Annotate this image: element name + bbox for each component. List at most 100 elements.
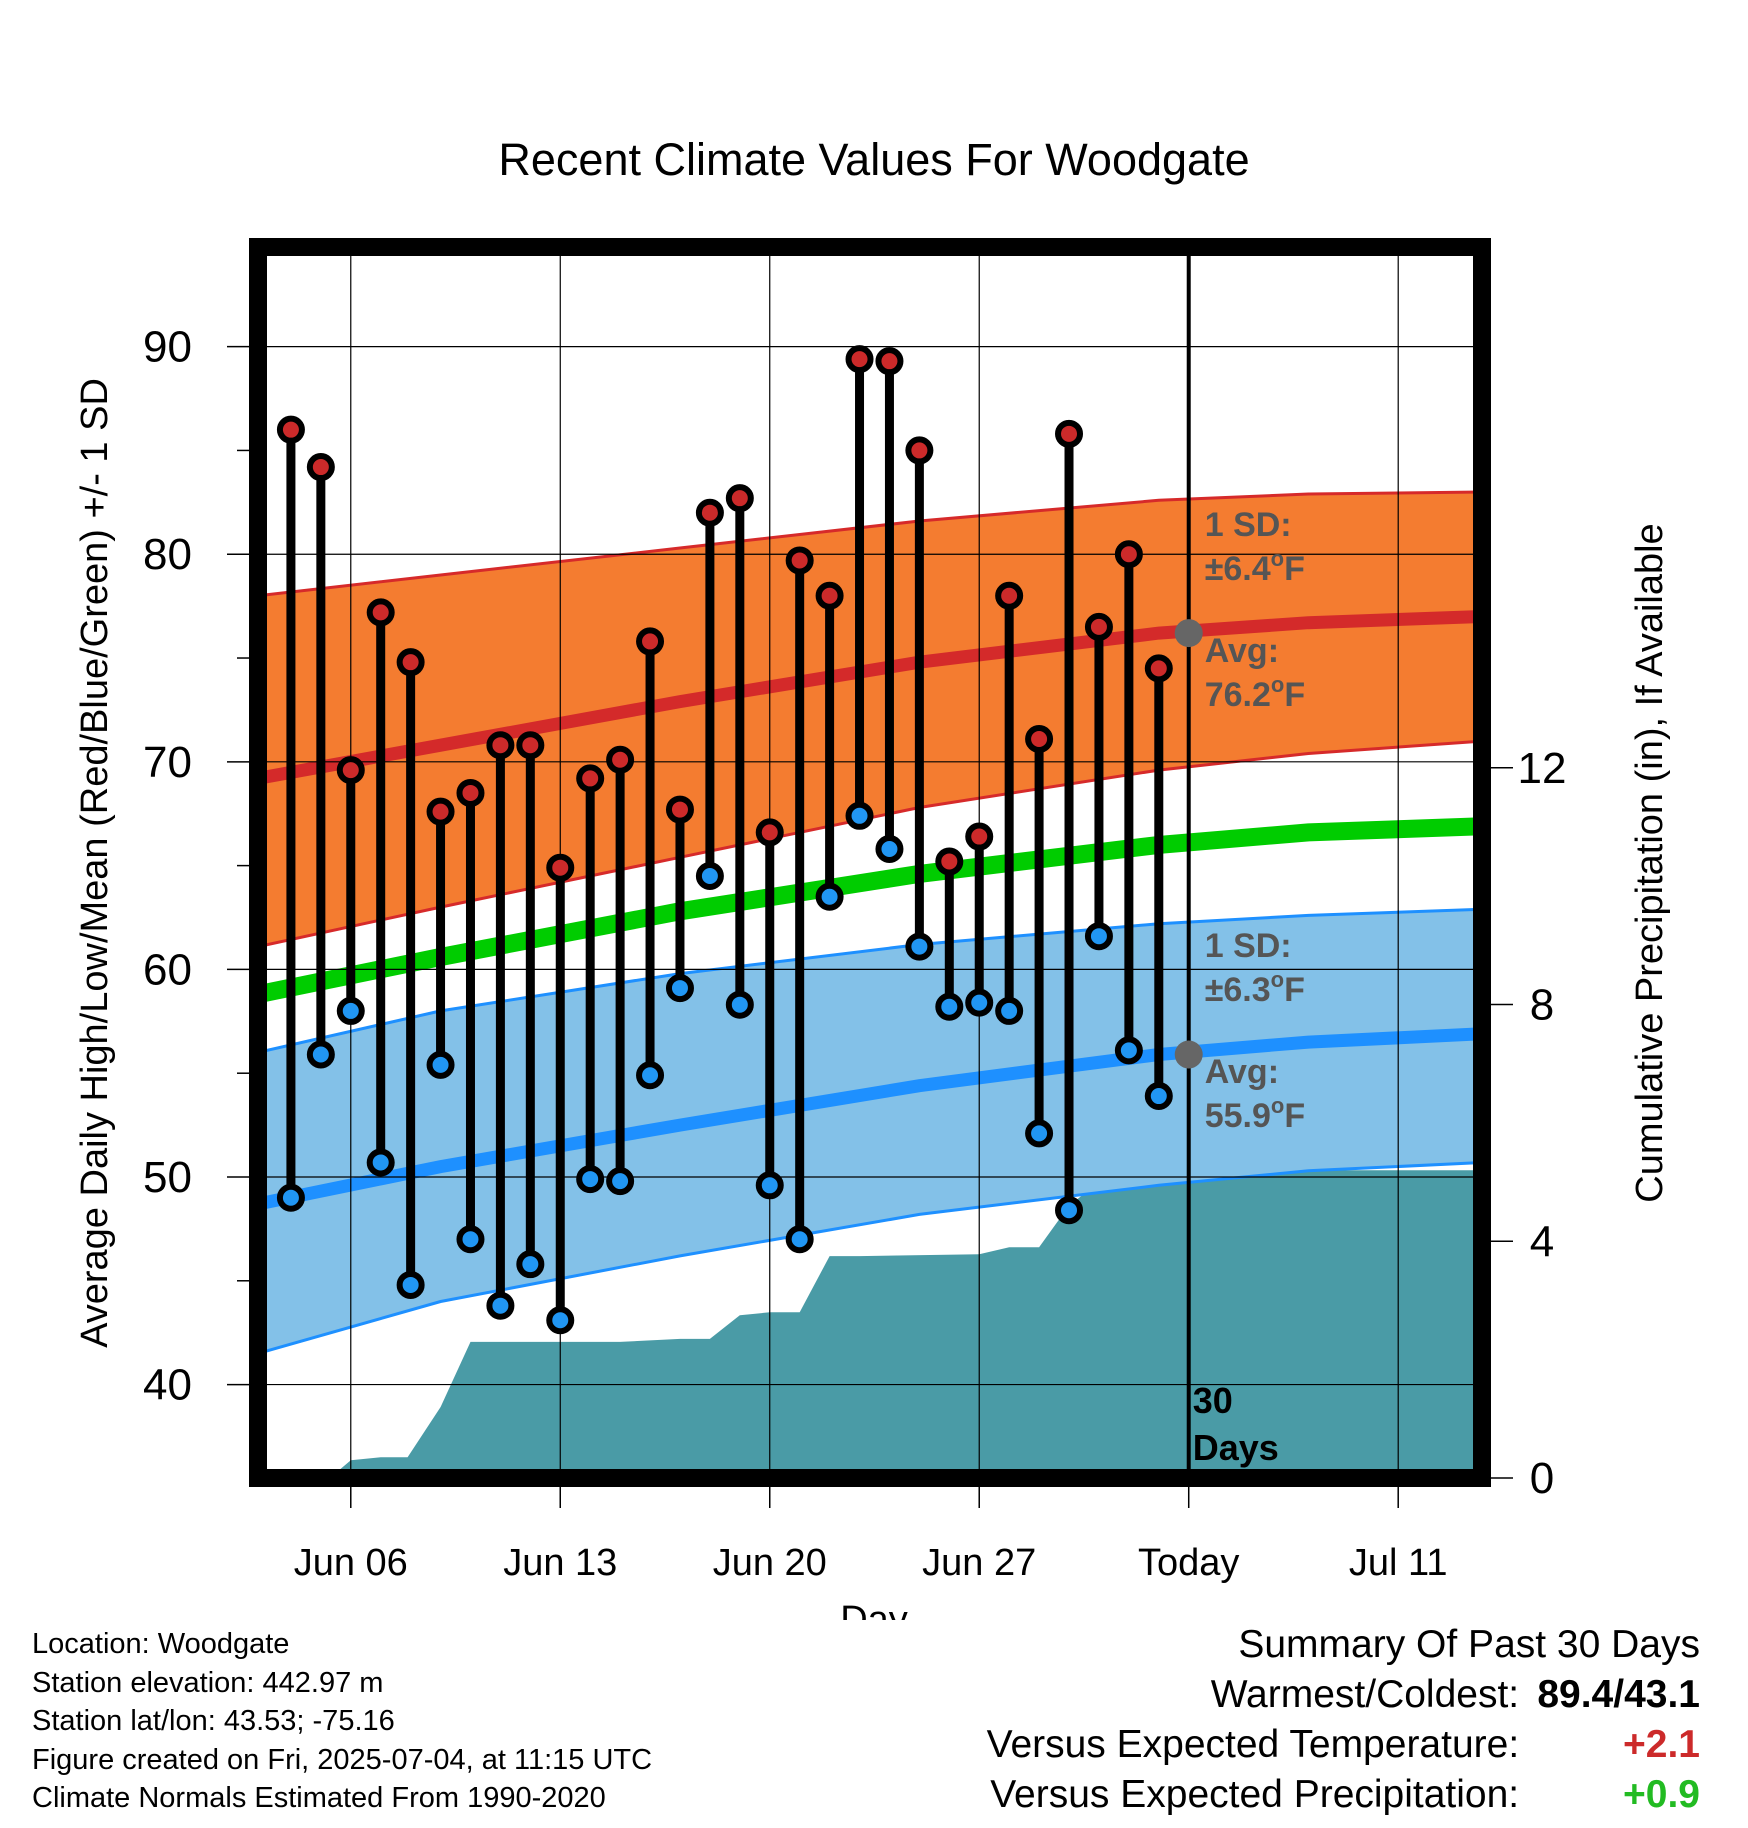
observed-low-point (905, 932, 934, 961)
elevation-text: Station elevation: 442.97 m (32, 1666, 384, 1699)
created-text: Figure created on Fri, 2025-07-04, at 11… (32, 1743, 653, 1776)
observed-high-point (486, 731, 515, 760)
plot-frame (249, 238, 1491, 1487)
x-tick-label: Jul 11 (1349, 1542, 1448, 1584)
observed-low-point (516, 1250, 545, 1279)
high-sd-annotation-label: 1 SD: (1205, 506, 1292, 544)
y-tick-label: 60 (143, 945, 192, 994)
observed-high-point (965, 822, 994, 851)
observed-high-point (336, 756, 365, 785)
observed-low-point (636, 1061, 665, 1090)
observed-high-point (276, 415, 305, 444)
observed-high-point (606, 745, 635, 774)
high-sd-annotation-value: ±6.4oF (1205, 546, 1305, 588)
low-normal-line (258, 1027, 1482, 1211)
precip-label: Versus Expected Precipitation: (990, 1773, 1520, 1816)
low-avg-annotation-value: 55.9oF (1205, 1093, 1305, 1135)
observed-low-point (875, 835, 904, 864)
today-days-label: Days (1193, 1427, 1279, 1468)
observed-low-point (1025, 1119, 1054, 1148)
y-tick-label: 80 (143, 530, 192, 579)
observed-low-point (755, 1171, 784, 1200)
observed-low-point (396, 1270, 425, 1299)
observed-low-point (576, 1165, 605, 1194)
observed-low-point (306, 1040, 335, 1069)
observed-high-point (1144, 654, 1173, 683)
observed-low-point (695, 861, 724, 890)
warmest-label: Warmest/Coldest: (1210, 1673, 1520, 1716)
observed-high-point (366, 598, 395, 627)
summary-warmest-row: Warmest/Coldest: 89.4/43.1 (987, 1670, 1700, 1720)
today-low-avg-dot (1174, 1040, 1203, 1069)
observed-low-point (845, 801, 874, 830)
x-tick-label: Jun 06 (294, 1542, 408, 1584)
temp-value: +2.1 (1623, 1723, 1700, 1766)
observed-high-point (1025, 724, 1054, 753)
precip-area (329, 1170, 1482, 1478)
observed-low-point (426, 1050, 455, 1079)
observed-high-point (456, 778, 485, 807)
temp-label: Versus Expected Temperature: (986, 1723, 1520, 1766)
observed-high-point (755, 818, 784, 847)
observed-low-point (1084, 922, 1113, 951)
observed-high-point (905, 436, 934, 465)
chart-title: Recent Climate Values For Woodgate (498, 134, 1249, 185)
high-sd-band (258, 492, 1482, 947)
observed-high-point (935, 847, 964, 876)
observed-high-point (516, 731, 545, 760)
low-sd-annotation-label: 1 SD: (1205, 927, 1292, 965)
observed-low-point (336, 996, 365, 1025)
observed-low-point (725, 990, 754, 1019)
observed-high-point (785, 546, 814, 575)
observed-high-point (995, 581, 1024, 610)
observed-high-point (875, 347, 904, 376)
observed-low-point (1114, 1036, 1143, 1065)
observed-low-point (965, 988, 994, 1017)
observed-low-point (546, 1306, 575, 1335)
x-tick-label: Jun 20 (713, 1542, 827, 1584)
observed-low-point (995, 996, 1024, 1025)
summary-temp-row: Versus Expected Temperature: +2.1 (987, 1720, 1700, 1770)
low-sd-lower-line (258, 1161, 1482, 1355)
y-tick-label: 70 (143, 738, 192, 787)
observed-high-point (1055, 419, 1084, 448)
y-tick-label: 90 (143, 323, 192, 372)
normals-text: Climate Normals Estimated From 1990-2020 (32, 1782, 606, 1814)
x-tick-label: Jun 27 (922, 1542, 1036, 1584)
observed-low-point (276, 1183, 305, 1212)
observed-low-point (456, 1225, 485, 1254)
observed-low-point (1055, 1196, 1084, 1225)
observed-low-point (785, 1225, 814, 1254)
observed-high-point (1084, 612, 1113, 641)
summary-panel: Summary Of Past 30 Days Warmest/Coldest:… (987, 1620, 1700, 1820)
y2-tick-label: 8 (1530, 981, 1554, 1030)
y2-axis-label: Cumulative Precipitation (in), If Availa… (1629, 523, 1671, 1202)
observed-high-point (845, 345, 874, 374)
today-high-avg-dot (1174, 619, 1203, 648)
observed-low-point (935, 992, 964, 1021)
observed-low-point (1144, 1082, 1173, 1111)
y2-tick-label: 4 (1530, 1217, 1554, 1266)
observed-low-point (665, 974, 694, 1003)
observed-high-point (576, 764, 605, 793)
observed-high-point (546, 853, 575, 882)
low-sd-annotation-value: ±6.3oF (1205, 967, 1305, 1009)
observed-high-point (396, 648, 425, 677)
observed-high-point (636, 627, 665, 656)
warmest-value: 89.4/43.1 (1537, 1673, 1700, 1716)
y-tick-label: 40 (143, 1361, 192, 1410)
x-tick-label: Jun 13 (503, 1542, 617, 1584)
location-text: Location: Woodgate (32, 1628, 290, 1660)
low-avg-annotation-label: Avg: (1205, 1053, 1279, 1091)
y-axis-label: Average Daily High/Low/Mean (Red/Blue/Gr… (74, 378, 116, 1348)
observed-low-point (486, 1291, 515, 1320)
observed-high-point (695, 498, 724, 527)
y2-tick-label: 12 (1518, 744, 1567, 793)
x-tick-label: Today (1138, 1542, 1239, 1584)
summary-precip-row: Versus Expected Precipitation: +0.9 (987, 1770, 1700, 1820)
observed-high-point (815, 581, 844, 610)
high-avg-annotation-label: Avg: (1205, 632, 1279, 670)
y-tick-label: 50 (143, 1153, 192, 1202)
